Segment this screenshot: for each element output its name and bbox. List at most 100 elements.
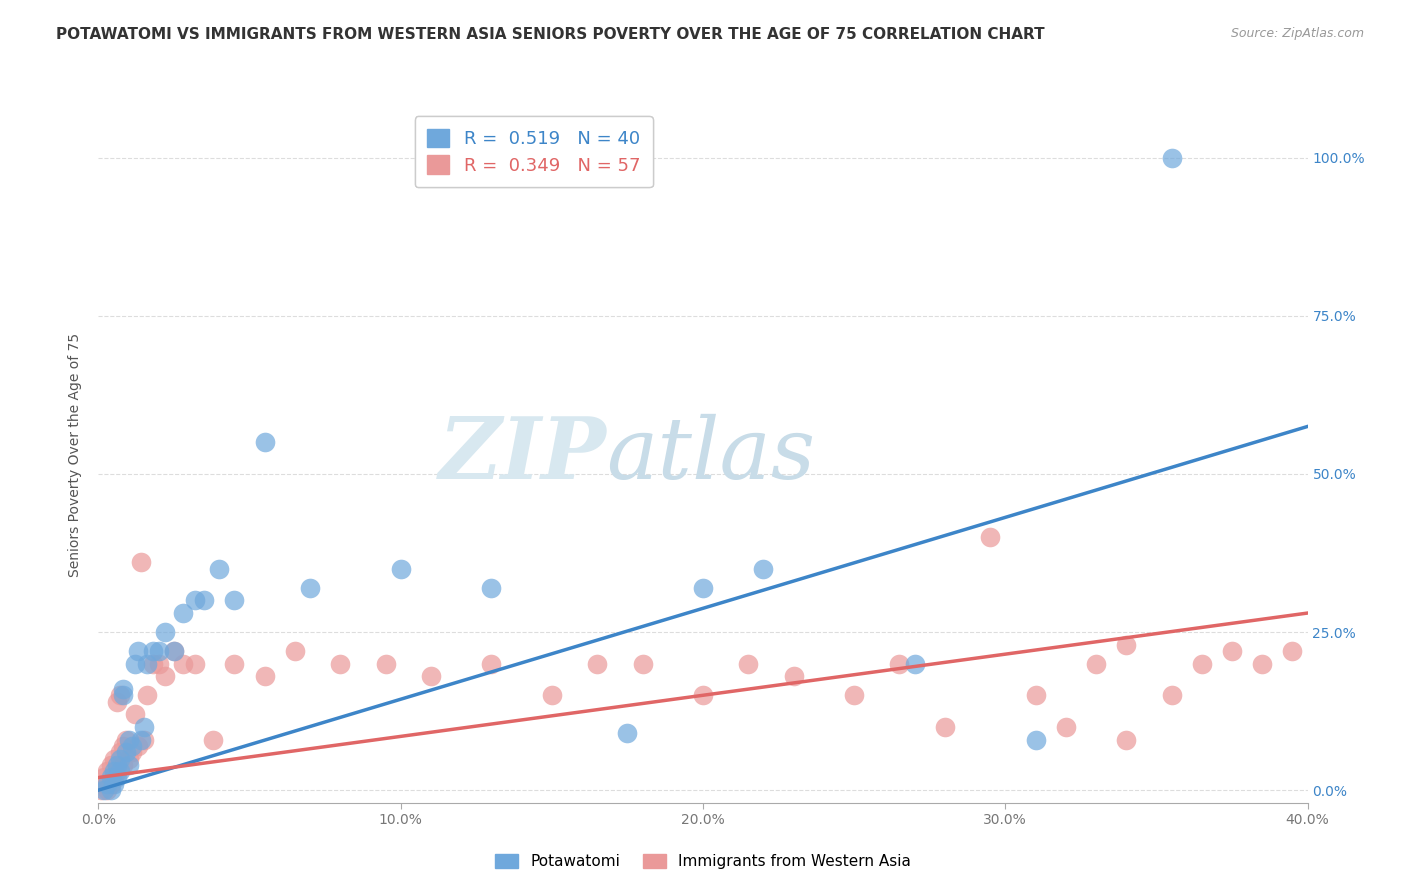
- Point: [142, 657, 165, 671]
- Point: [121, 739, 143, 753]
- Point: [108, 764, 131, 779]
- Point: [208, 562, 231, 576]
- Point: [934, 720, 956, 734]
- Point: [111, 688, 134, 702]
- Point: [127, 644, 149, 658]
- Point: [692, 581, 714, 595]
- Point: [253, 435, 276, 450]
- Point: [844, 688, 866, 702]
- Point: [979, 530, 1001, 544]
- Point: [1024, 732, 1046, 747]
- Point: [1160, 688, 1182, 702]
- Legend: Potawatomi, Immigrants from Western Asia: Potawatomi, Immigrants from Western Asia: [489, 848, 917, 875]
- Point: [105, 771, 128, 785]
- Point: [124, 707, 146, 722]
- Point: [224, 593, 246, 607]
- Point: [135, 657, 157, 671]
- Point: [93, 783, 115, 797]
- Point: [111, 681, 134, 696]
- Point: [129, 556, 152, 570]
- Point: [96, 783, 118, 797]
- Point: [148, 657, 170, 671]
- Point: [616, 726, 638, 740]
- Point: [93, 777, 115, 791]
- Point: [692, 688, 714, 702]
- Point: [1115, 638, 1137, 652]
- Point: [108, 688, 131, 702]
- Point: [96, 764, 118, 779]
- Point: [100, 783, 122, 797]
- Point: [135, 688, 157, 702]
- Point: [114, 732, 136, 747]
- Point: [96, 777, 118, 791]
- Point: [374, 657, 396, 671]
- Point: [108, 751, 131, 765]
- Text: Source: ZipAtlas.com: Source: ZipAtlas.com: [1230, 27, 1364, 40]
- Point: [148, 644, 170, 658]
- Point: [111, 757, 134, 772]
- Point: [202, 732, 225, 747]
- Point: [105, 695, 128, 709]
- Point: [1054, 720, 1077, 734]
- Point: [389, 562, 412, 576]
- Point: [127, 739, 149, 753]
- Point: [481, 581, 503, 595]
- Point: [103, 777, 125, 791]
- Point: [100, 757, 122, 772]
- Point: [783, 669, 806, 683]
- Point: [253, 669, 276, 683]
- Text: ZIP: ZIP: [439, 413, 606, 497]
- Point: [105, 757, 128, 772]
- Point: [163, 644, 186, 658]
- Point: [172, 657, 194, 671]
- Point: [481, 657, 503, 671]
- Point: [420, 669, 443, 683]
- Point: [129, 732, 152, 747]
- Point: [103, 764, 125, 779]
- Point: [114, 745, 136, 759]
- Point: [93, 771, 115, 785]
- Point: [172, 606, 194, 620]
- Point: [103, 771, 125, 785]
- Point: [121, 745, 143, 759]
- Point: [105, 764, 128, 779]
- Point: [329, 657, 352, 671]
- Point: [224, 657, 246, 671]
- Point: [132, 720, 155, 734]
- Point: [752, 562, 775, 576]
- Text: atlas: atlas: [606, 414, 815, 496]
- Point: [118, 732, 141, 747]
- Point: [1024, 688, 1046, 702]
- Point: [184, 657, 207, 671]
- Point: [1191, 657, 1213, 671]
- Point: [299, 581, 322, 595]
- Point: [904, 657, 927, 671]
- Point: [90, 783, 112, 797]
- Point: [193, 593, 215, 607]
- Point: [737, 657, 759, 671]
- Point: [118, 751, 141, 765]
- Point: [124, 657, 146, 671]
- Point: [184, 593, 207, 607]
- Point: [132, 732, 155, 747]
- Point: [100, 771, 122, 785]
- Point: [163, 644, 186, 658]
- Point: [111, 739, 134, 753]
- Point: [1085, 657, 1108, 671]
- Point: [284, 644, 307, 658]
- Y-axis label: Seniors Poverty Over the Age of 75: Seniors Poverty Over the Age of 75: [69, 333, 83, 577]
- Point: [889, 657, 911, 671]
- Point: [103, 751, 125, 765]
- Point: [540, 688, 562, 702]
- Point: [153, 625, 176, 640]
- Point: [1160, 151, 1182, 165]
- Point: [118, 757, 141, 772]
- Text: POTAWATOMI VS IMMIGRANTS FROM WESTERN ASIA SENIORS POVERTY OVER THE AGE OF 75 CO: POTAWATOMI VS IMMIGRANTS FROM WESTERN AS…: [56, 27, 1045, 42]
- Point: [142, 644, 165, 658]
- Point: [1281, 644, 1303, 658]
- Point: [631, 657, 654, 671]
- Point: [1115, 732, 1137, 747]
- Point: [108, 745, 131, 759]
- Point: [100, 777, 122, 791]
- Point: [586, 657, 609, 671]
